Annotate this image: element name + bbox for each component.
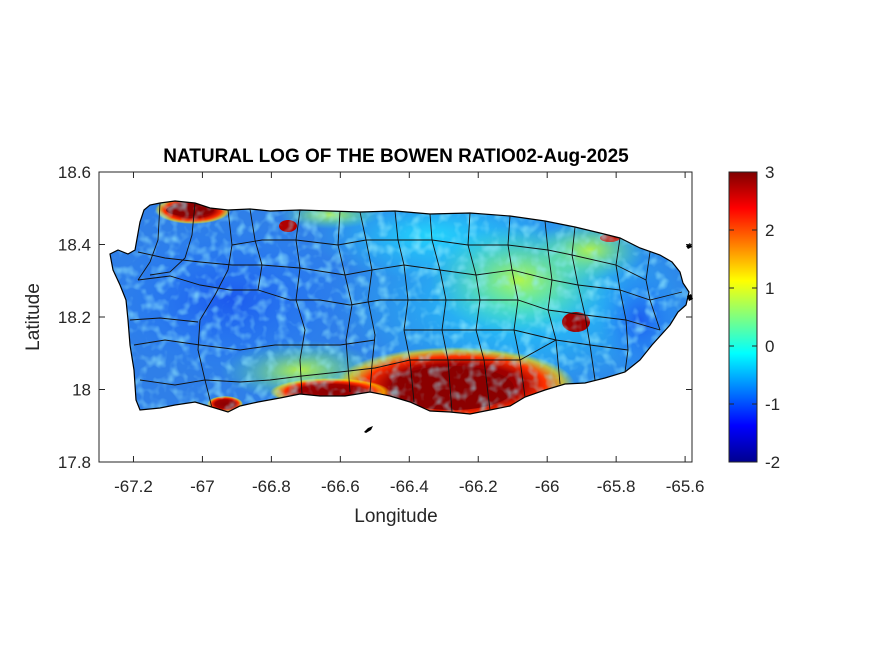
offshore-islet-east — [686, 243, 692, 249]
x-tick-label: -67 — [190, 477, 215, 496]
municipality-boundary — [615, 237, 629, 373]
municipality-boundary — [149, 202, 196, 276]
island-raster — [110, 201, 689, 414]
x-tick-label: -65.6 — [666, 477, 705, 496]
x-tick-label: -66.8 — [252, 477, 291, 496]
colorbar-gradient — [728, 171, 758, 463]
municipality-boundary — [197, 209, 233, 409]
colorbar-tick-label: 1 — [765, 279, 774, 298]
y-tick-label: 18.2 — [58, 308, 91, 327]
speckle-texture — [110, 201, 689, 414]
municipality-boundary — [404, 329, 557, 341]
x-tick-label: -67.2 — [114, 477, 153, 496]
y-ticks: 17.8 18 18.2 18.4 18.6 — [58, 163, 692, 472]
colorbar-tick-label: 2 — [765, 221, 774, 240]
y-tick-label: 18 — [72, 381, 91, 400]
colorbar-ticks: -2 -1 0 1 2 3 — [729, 163, 780, 472]
municipality-boundary — [139, 339, 629, 386]
colorbar: -2 -1 0 1 2 3 — [728, 163, 780, 472]
x-tick-label: -66 — [535, 477, 560, 496]
y-axis-label: Latitude — [23, 283, 44, 351]
map-title: NATURAL LOG OF THE BOWEN RATIO02-Aug-202… — [163, 146, 629, 167]
municipality-boundary — [137, 275, 661, 331]
y-tick-label: 18.4 — [58, 236, 91, 255]
municipality-boundary — [133, 339, 376, 351]
colorbar-tick-label: -1 — [765, 395, 780, 414]
colorbar-tick-label: -2 — [765, 453, 780, 472]
municipality-boundary — [249, 208, 263, 291]
colorbar-tick-label: 0 — [765, 337, 774, 356]
x-ticks: -67.2 -67 -66.8 -66.6 -66.4 -66.2 -66 -65.8 -65.… — [114, 172, 704, 496]
y-tick-label: 17.8 — [58, 453, 91, 472]
municipality-boundary — [231, 239, 647, 281]
offshore-islet — [364, 426, 373, 433]
municipality-boundary — [337, 210, 353, 393]
municipality-boundary — [571, 226, 596, 381]
municipality-boundary — [129, 317, 199, 323]
municipality-boundary — [137, 251, 683, 301]
x-axis-label: Longitude — [354, 506, 437, 527]
island-outline — [109, 200, 690, 415]
colorbar-tick-label: 3 — [765, 163, 774, 182]
x-tick-label: -65.8 — [597, 477, 636, 496]
x-tick-label: -66.4 — [390, 477, 429, 496]
x-tick-label: -66.2 — [459, 477, 498, 496]
x-tick-label: -66.6 — [321, 477, 360, 496]
offshore-islet-east-2 — [687, 294, 693, 301]
municipality-boundary — [137, 202, 161, 281]
municipality-boundary — [544, 220, 561, 385]
municipality-boundaries — [129, 202, 683, 413]
municipality-boundary — [645, 251, 661, 331]
y-tick-label: 18.6 — [58, 163, 91, 182]
